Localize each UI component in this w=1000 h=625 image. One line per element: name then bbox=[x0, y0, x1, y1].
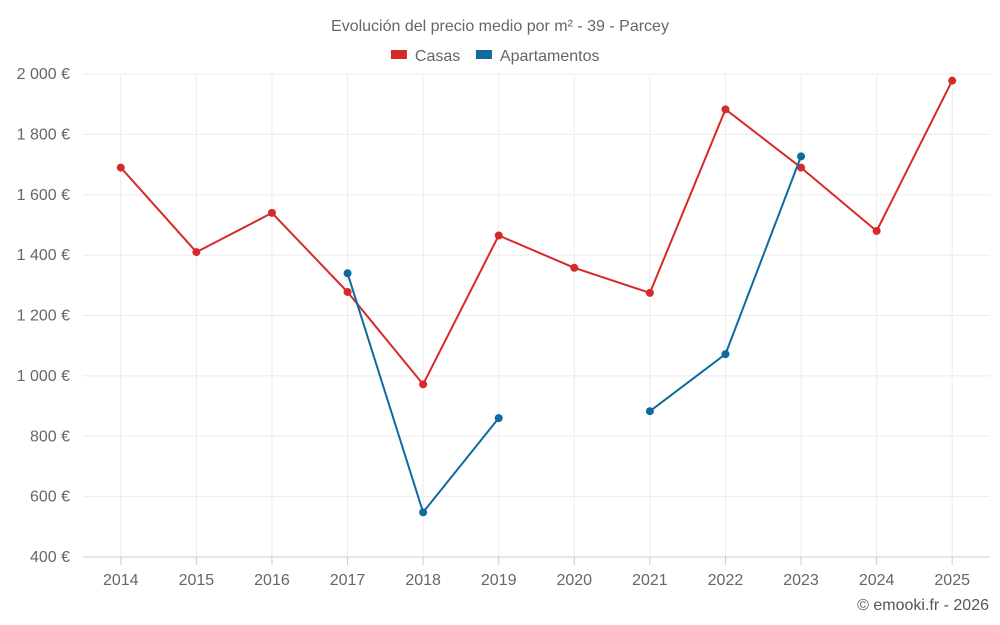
data-point bbox=[948, 76, 957, 85]
y-tick-label: 1 200 € bbox=[17, 308, 70, 325]
data-point bbox=[494, 231, 503, 240]
data-point bbox=[116, 163, 125, 172]
y-tick-label: 2 000 € bbox=[17, 66, 70, 83]
y-tick-label: 800 € bbox=[30, 428, 70, 445]
data-point bbox=[343, 269, 352, 278]
x-tick-label: 2019 bbox=[481, 572, 517, 589]
y-tick-label: 400 € bbox=[30, 549, 70, 566]
series-line bbox=[119, 79, 954, 386]
grid bbox=[83, 73, 990, 557]
data-point bbox=[267, 208, 276, 217]
y-tick-label: 1 600 € bbox=[17, 187, 70, 204]
data-point bbox=[192, 248, 201, 257]
legend-label: Apartamentos bbox=[500, 48, 600, 65]
x-tick-label: 2022 bbox=[708, 572, 744, 589]
x-tick-label: 2021 bbox=[632, 572, 668, 589]
x-tick-label: 2023 bbox=[783, 572, 819, 589]
x-tick-label: 2024 bbox=[859, 572, 895, 589]
legend-item-casas: Casas bbox=[390, 48, 460, 65]
x-tick-label: 2015 bbox=[179, 572, 215, 589]
data-point bbox=[645, 407, 654, 416]
data-point bbox=[797, 152, 806, 161]
series-casas bbox=[116, 76, 957, 389]
chart-title: Evolución del precio medio por m² - 39 -… bbox=[331, 18, 669, 35]
x-tick-label: 2020 bbox=[556, 572, 592, 589]
legend-item-apartamentos: Apartamentos bbox=[475, 48, 600, 65]
data-point bbox=[872, 226, 881, 235]
y-tick-label: 1 800 € bbox=[17, 126, 70, 143]
y-tick-label: 1 400 € bbox=[17, 247, 70, 264]
data-point bbox=[721, 350, 730, 359]
x-tick-label: 2017 bbox=[330, 572, 366, 589]
legend: Casas Apartamentos bbox=[390, 48, 600, 65]
legend-swatch bbox=[390, 50, 407, 59]
y-tick-label: 1 000 € bbox=[17, 368, 70, 385]
data-point bbox=[797, 163, 806, 172]
series-apartamentos bbox=[343, 152, 806, 517]
axes: 400 € 600 € 800 € 1 000 € 1 200 € 1 400 € 1 60… bbox=[17, 66, 990, 589]
data-point bbox=[570, 263, 579, 272]
y-tick-label: 600 € bbox=[30, 489, 70, 506]
legend-swatch bbox=[475, 50, 492, 59]
credit-label: © emooki.fr - 2026 bbox=[857, 597, 989, 614]
legend-label: Casas bbox=[415, 48, 460, 65]
data-point bbox=[419, 508, 428, 517]
data-point bbox=[645, 288, 654, 297]
data-point bbox=[419, 380, 428, 389]
x-tick-label: 2018 bbox=[405, 572, 441, 589]
x-tick-label: 2025 bbox=[934, 572, 970, 589]
data-point bbox=[494, 414, 503, 423]
data-point bbox=[343, 287, 352, 296]
x-tick-label: 2016 bbox=[254, 572, 290, 589]
data-point bbox=[721, 105, 730, 114]
x-tick-label: 2014 bbox=[103, 572, 139, 589]
series-layer bbox=[116, 76, 957, 517]
